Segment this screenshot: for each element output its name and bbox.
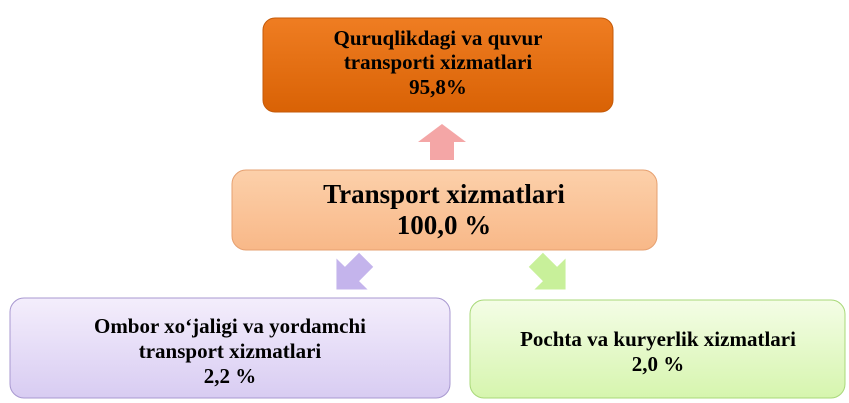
top-box: [262, 17, 614, 113]
right-line: Pochta va kuryerlik xizmatlari: [520, 327, 796, 351]
left-line: Ombor xo‘jaligi va yordamchi: [94, 314, 366, 338]
top-line: Quruqlikdagi va quvur: [334, 26, 543, 50]
right-arrow: [528, 252, 566, 290]
center-value: 100,0 %: [397, 210, 492, 240]
left-box: [9, 297, 451, 399]
center-box: [231, 169, 658, 251]
right-value: 2,0 %: [632, 352, 685, 376]
left-arrow: [336, 252, 374, 290]
top-line: transporti xizmatlari: [344, 50, 533, 74]
left-line: transport xizmatlari: [139, 339, 322, 363]
center-line: Transport xizmatlari: [323, 179, 565, 209]
up-arrow: [418, 124, 466, 160]
right-box: [469, 299, 846, 399]
left-value: 2,2 %: [204, 364, 257, 388]
top-value: 95,8%: [409, 75, 467, 99]
